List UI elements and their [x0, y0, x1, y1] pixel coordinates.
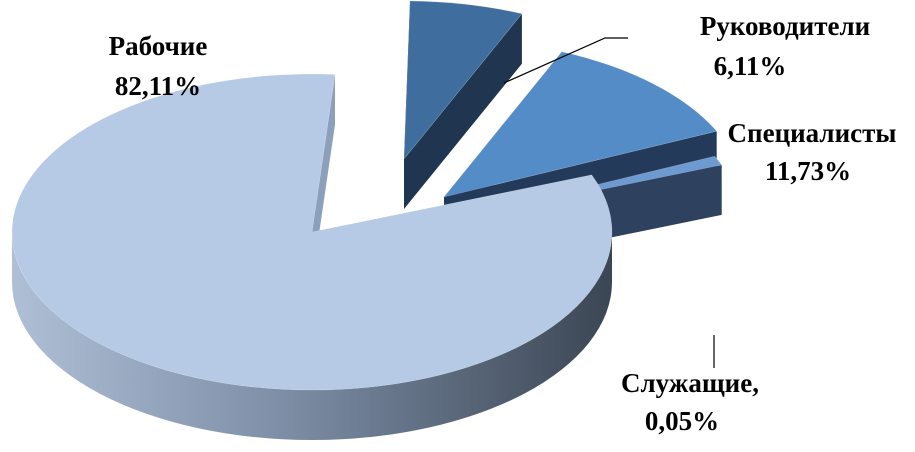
slice-top-face — [403, 0, 523, 160]
slice-top-face — [11, 73, 613, 391]
slice-outer-wall — [12, 232, 612, 440]
slice-label-specialisty-name: Специалисты — [728, 118, 897, 148]
slice-radial-wall — [404, 13, 522, 210]
slice-label-sluzhaschie-name: Служащие, — [621, 368, 759, 398]
slice-label-rukovoditeli-value: 6,11% — [714, 51, 787, 81]
slice-top-face — [443, 51, 718, 198]
slice-label-specialisty-value: 11,73% — [765, 156, 851, 186]
slice-label-rabochie-name: Рабочие — [109, 31, 208, 61]
slice-radial-wall — [312, 74, 335, 282]
slice-label-rabochie-value: 82,11% — [115, 71, 201, 101]
slice-label-sluzhaschie-value: 0,05% — [645, 406, 719, 436]
pie-slice-3 — [11, 73, 613, 440]
slice-label-rukovoditeli-name: Руководители — [700, 11, 870, 41]
pie-slice-0 — [403, 0, 523, 210]
leader-line-rukovoditeli — [503, 37, 628, 84]
